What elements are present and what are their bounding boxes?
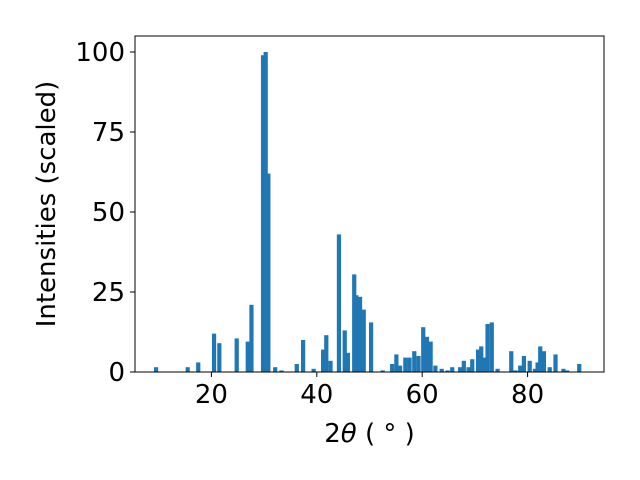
bar [461,360,466,372]
x-tick-label: 40 [300,380,333,410]
bar [407,357,412,372]
y-tick-label: 75 [92,118,125,148]
bar [424,336,430,372]
y-axis-label: Intensities (scaled) [32,81,62,328]
bar [196,362,201,372]
bar [450,367,455,372]
bar [394,354,399,372]
bar [547,367,552,372]
bar [466,367,471,372]
bar [518,365,523,372]
bar [458,367,463,372]
bar [352,274,357,372]
bar [577,364,582,372]
bar [489,322,494,372]
bar [260,55,266,372]
x-tick-label: 60 [406,380,439,410]
bar [475,349,481,372]
bar [279,370,284,372]
bar [416,356,421,372]
bar [368,322,374,372]
x-tick-label: 20 [195,380,228,410]
bar [321,349,326,372]
bar [357,296,363,372]
bar [273,367,278,372]
bar [535,362,540,372]
bar [521,356,527,372]
x-axis-label-prefix: 2 [324,419,341,449]
bar [342,330,347,372]
x-axis-label-theta: θ [341,419,357,449]
bar [412,351,417,372]
x-axis-label: 2θ ( ° ) [324,419,415,449]
bar [482,357,487,372]
x-axis-ticks: 20 40 60 80 [195,372,544,410]
y-axis-ticks: 0 25 50 75 100 [75,38,135,388]
bar [397,365,403,372]
x-tick-label: 80 [511,380,544,410]
bar [324,335,329,372]
bar [217,343,222,372]
bar [470,359,475,372]
bar [245,341,250,372]
y-tick-label: 50 [92,198,125,228]
bar [328,360,333,372]
bar [513,370,518,372]
bar [532,368,538,372]
bar [249,304,254,372]
y-tick-label: 25 [92,278,125,308]
bar [561,368,566,372]
bar [354,295,359,372]
bar [428,341,433,372]
bar [361,309,366,372]
bar [345,352,351,372]
bar [485,324,490,372]
bar [445,370,450,372]
bar [185,367,190,372]
bar [211,333,217,372]
bar [380,370,385,372]
bar [336,234,342,372]
y-tick-label: 100 [75,38,125,68]
bar [153,367,159,372]
bar [263,52,268,372]
bar [294,364,299,372]
bar [266,173,271,372]
x-axis-label-unit: ( ° ) [357,419,415,449]
plot-area [134,35,605,373]
bar [421,327,426,372]
bar [538,346,543,372]
bar [311,368,316,372]
bar [541,351,547,372]
bar [479,346,484,372]
bar [300,340,306,372]
bar [433,365,438,372]
bar [553,354,558,372]
bar [495,368,500,372]
bar [403,357,408,372]
bar [390,364,395,372]
bar [565,370,570,372]
bar [509,351,514,372]
y-tick-label: 0 [108,358,125,388]
bars-group [153,52,582,372]
bar [527,360,532,372]
plot-frame [134,35,605,373]
bar [234,338,239,372]
bar [439,368,444,372]
